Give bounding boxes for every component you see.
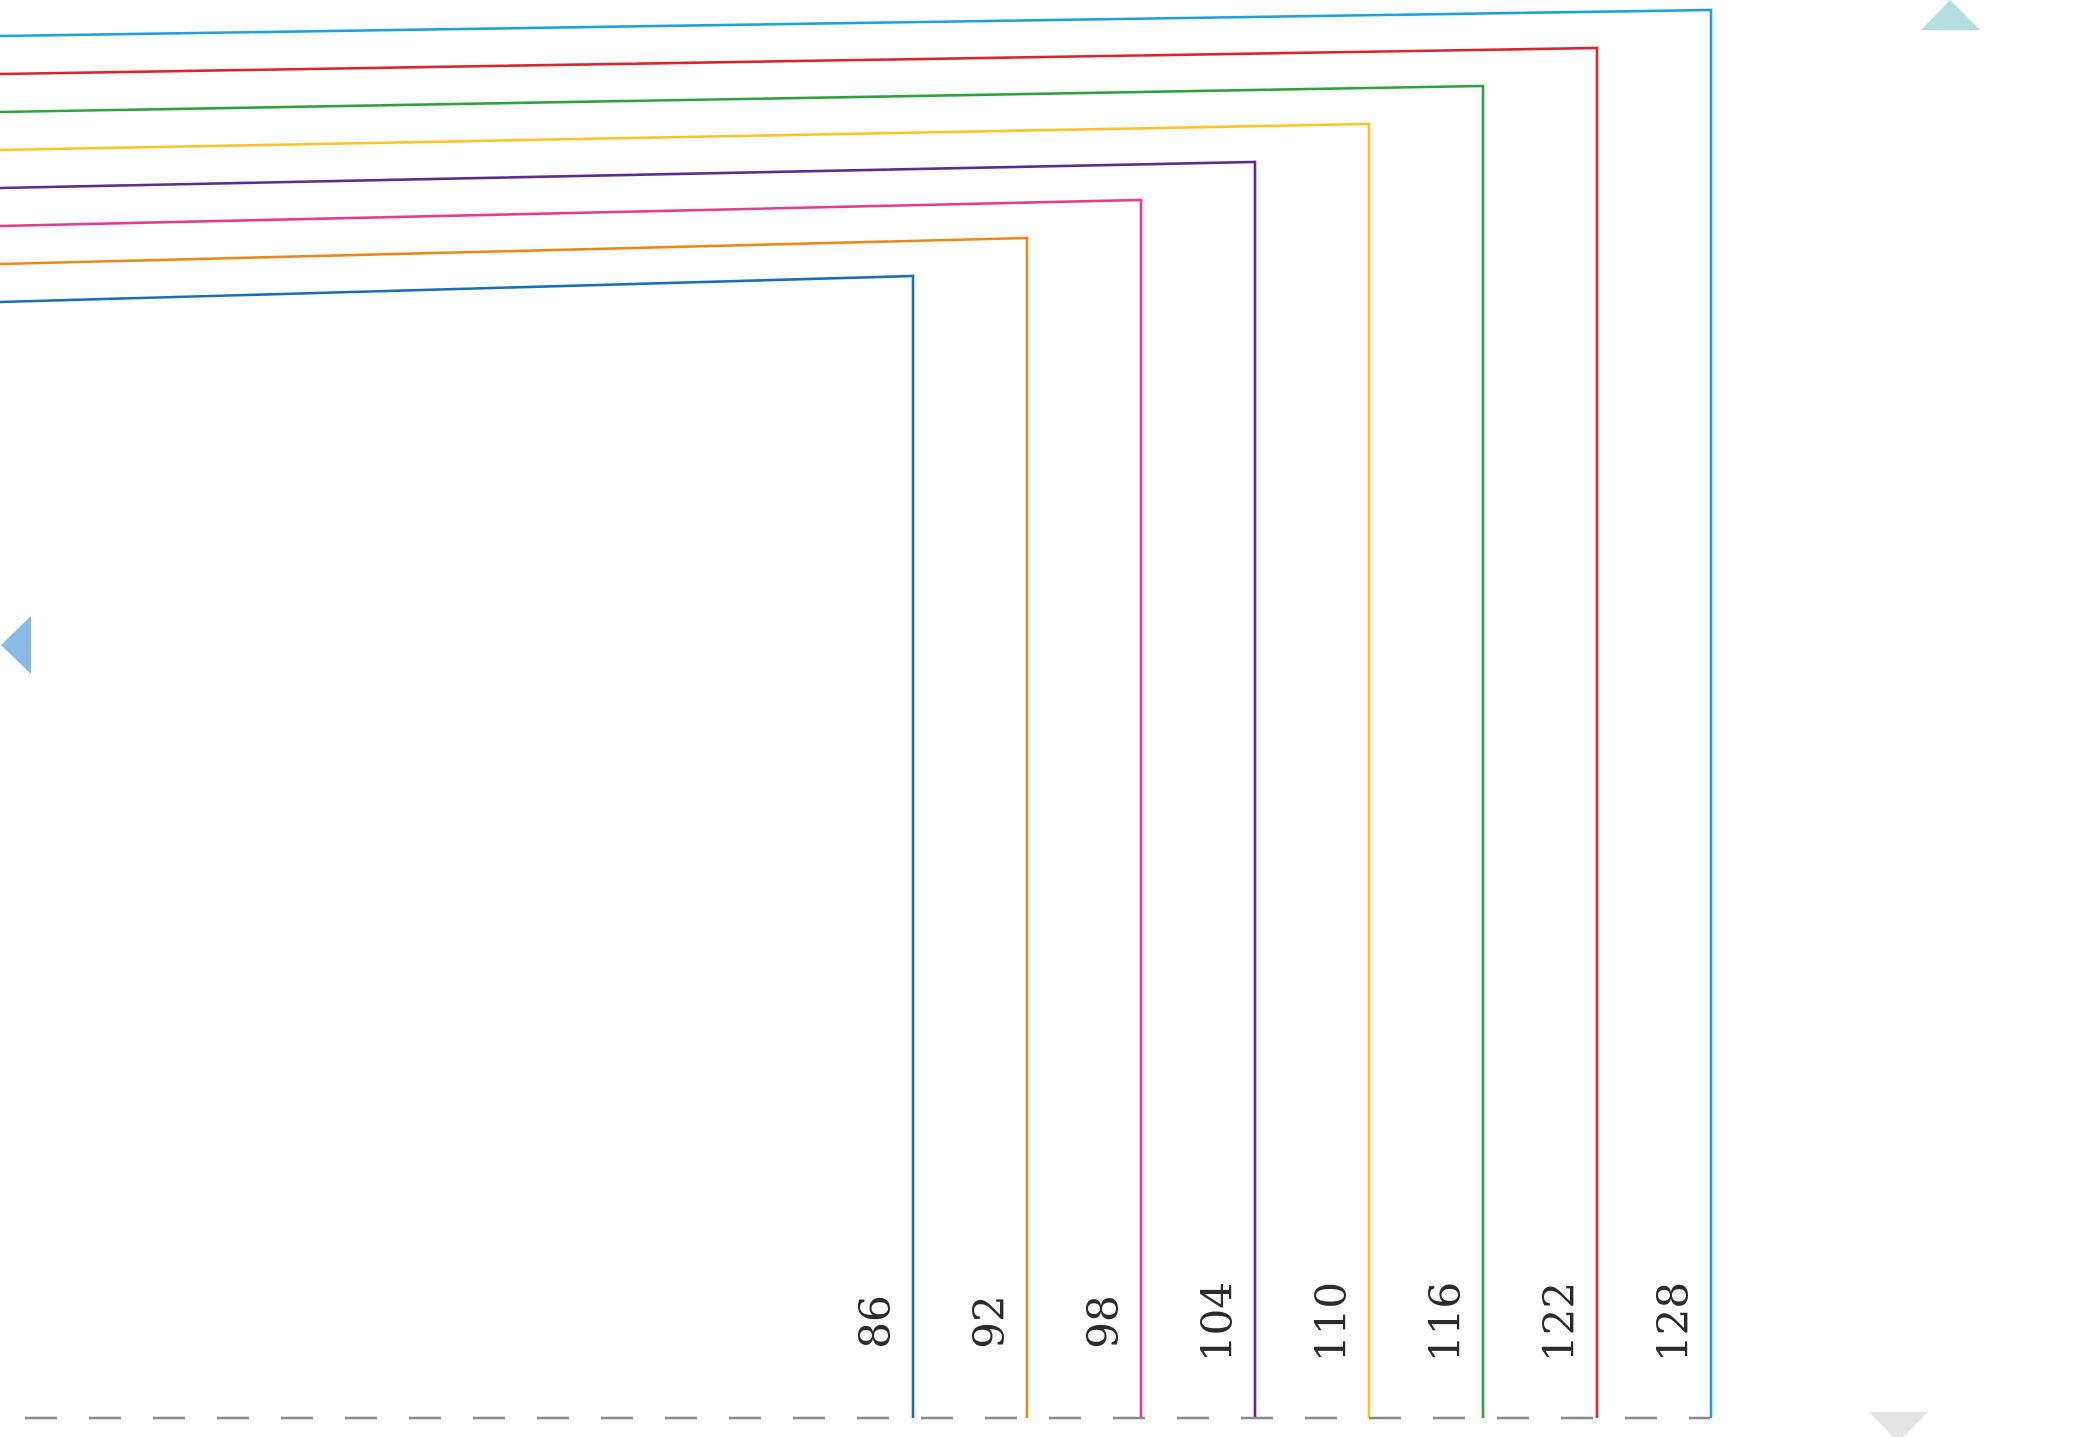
- bracket-label-110: 110: [1307, 1282, 1356, 1362]
- bracket-label-104: 104: [1193, 1282, 1242, 1362]
- bracket-line-98: [0, 198, 1143, 1418]
- bracket-line-122: [0, 46, 1599, 1418]
- bracket-line-116: [0, 84, 1485, 1418]
- bracket-line-92: [0, 236, 1029, 1418]
- bracket-line-110: [0, 122, 1371, 1418]
- triangle-left-icon[interactable]: [1, 616, 31, 674]
- bracket-label-122: 122: [1535, 1282, 1584, 1362]
- triangle-up-icon[interactable]: [1921, 0, 1980, 30]
- bracket-line-86: [0, 274, 915, 1418]
- bracket-labels: 86 92 98 104 110 116 122 128: [851, 1282, 1698, 1362]
- bracket-label-98: 98: [1079, 1295, 1128, 1348]
- bracket-label-128: 128: [1649, 1282, 1698, 1362]
- bracket-label-116: 116: [1421, 1282, 1470, 1362]
- bracket-line-104: [0, 160, 1257, 1418]
- bracket-label-86: 86: [851, 1295, 900, 1348]
- bracket-label-92: 92: [965, 1295, 1014, 1348]
- bracket-line-128: [0, 8, 1713, 1418]
- triangle-down-icon[interactable]: [1869, 1412, 1928, 1437]
- bracket-lines: [0, 8, 1713, 1418]
